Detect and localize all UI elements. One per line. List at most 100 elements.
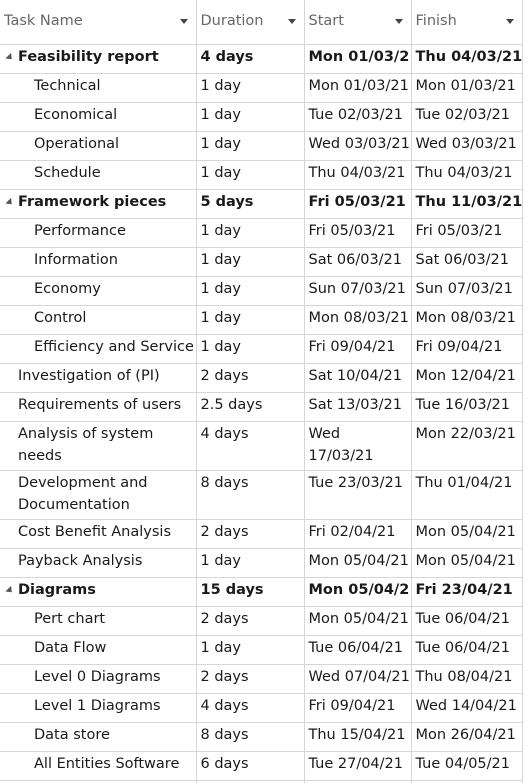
task-duration-cell[interactable]: 8 days <box>196 722 305 752</box>
task-start-cell[interactable]: Mon 05/04/21 <box>304 548 412 578</box>
task-row[interactable]: Control 1 day Mon 08/03/21 Mon 08/03/21 <box>0 305 523 335</box>
task-row[interactable]: Efficiency and Service 1 day Fri 09/04/21 F… <box>0 334 523 364</box>
summary-task-row[interactable]: Feasibility report 4 days Mon 01/03/2 Thu 0… <box>0 44 523 74</box>
task-start-cell[interactable]: Wed 03/03/21 <box>304 131 412 161</box>
task-finish-cell[interactable]: Thu 01/04/21 <box>411 470 523 520</box>
task-start-cell[interactable]: Mon 05/04/21 <box>304 606 412 636</box>
task-finish-cell[interactable]: Mon 05/04/21 <box>411 519 523 549</box>
task-duration-cell[interactable]: 2 days <box>196 363 305 393</box>
task-start-cell[interactable]: Sat 13/03/21 <box>304 392 412 422</box>
task-finish-cell[interactable]: Thu 06/05/21 <box>411 780 523 783</box>
task-duration-cell[interactable]: 2.5 days <box>196 392 305 422</box>
task-name-cell[interactable]: Level 1 Diagrams <box>0 693 197 723</box>
column-header-start[interactable]: Start <box>304 0 412 45</box>
task-duration-cell[interactable]: 2 days <box>196 606 305 636</box>
summary-task-row[interactable]: Diagrams 15 days Mon 05/04/2 Fri 23/04/21 <box>0 577 523 607</box>
task-name-cell[interactable]: Pert chart <box>0 606 197 636</box>
task-duration-cell[interactable]: 4 days <box>196 44 305 74</box>
task-row[interactable]: Information 1 day Sat 06/03/21 Sat 06/03/21 <box>0 247 523 277</box>
task-name-cell[interactable]: Technical <box>0 73 197 103</box>
task-row[interactable]: Schedule 1 day Thu 04/03/21 Thu 04/03/21 <box>0 160 523 190</box>
column-header-finish[interactable]: Finish <box>411 0 523 45</box>
task-start-cell[interactable]: Thu 15/04/21 <box>304 722 412 752</box>
task-finish-cell[interactable]: Tue 16/03/21 <box>411 392 523 422</box>
task-row[interactable]: Pert chart 2 days Mon 05/04/21 Tue 06/04/21 <box>0 606 523 636</box>
task-row[interactable]: Level 0 Diagrams 2 days Wed 07/04/21 Thu 08… <box>0 664 523 694</box>
task-finish-cell[interactable]: Mon 05/04/21 <box>411 548 523 578</box>
task-row[interactable]: Investigation of (PI) 2 days Sat 10/04/21 M… <box>0 363 523 393</box>
task-finish-cell[interactable]: Sun 07/03/21 <box>411 276 523 306</box>
task-duration-cell[interactable]: 1 day <box>196 334 305 364</box>
task-start-cell[interactable]: Fri 09/04/21 <box>304 334 412 364</box>
task-row[interactable]: Analysis of system needs 4 days Wed 17/03/… <box>0 421 523 471</box>
task-duration-cell[interactable]: 15 days <box>196 577 305 607</box>
task-finish-cell[interactable]: Tue 06/04/21 <box>411 606 523 636</box>
task-name-cell[interactable]: Development and Documentation <box>0 470 197 520</box>
task-row[interactable]: Operational 1 day Wed 03/03/21 Wed 03/03/21 <box>0 131 523 161</box>
task-name-cell[interactable]: Investigation of (PI) <box>0 363 197 393</box>
task-row[interactable]: Data store 8 days Thu 15/04/21 Mon 26/04/21 <box>0 722 523 752</box>
task-row[interactable]: Cost Benefit Analysis 2 days Fri 02/04/21 M… <box>0 519 523 549</box>
task-start-cell[interactable]: Fri 05/03/21 <box>304 189 412 219</box>
task-row[interactable]: Performance 1 day Fri 05/03/21 Fri 05/03/21 <box>0 218 523 248</box>
task-name-cell[interactable]: Data Flow <box>0 635 197 665</box>
task-name-cell[interactable]: Cost Benefit Analysis <box>0 519 197 549</box>
task-start-cell[interactable]: Mon 01/03/21 <box>304 73 412 103</box>
task-name-cell[interactable]: Feasibility report <box>0 44 197 74</box>
task-duration-cell[interactable]: 1 day <box>196 247 305 277</box>
task-row[interactable]: Development and Documentation 8 days Tue 2… <box>0 470 523 520</box>
task-name-cell[interactable]: Analysis of system needs <box>0 421 197 471</box>
task-row[interactable]: Technical 1 day Mon 01/03/21 Mon 01/03/21 <box>0 73 523 103</box>
task-name-cell[interactable]: Requirements of users <box>0 392 197 422</box>
task-duration-cell[interactable]: 1 day <box>196 548 305 578</box>
task-duration-cell[interactable]: 2 days <box>196 780 305 783</box>
task-finish-cell[interactable]: Mon 12/04/21 <box>411 363 523 393</box>
task-finish-cell[interactable]: Mon 26/04/21 <box>411 722 523 752</box>
task-row[interactable]: Requirements of users 2.5 days Sat 13/03/2… <box>0 392 523 422</box>
task-start-cell[interactable]: Tue 27/04/21 <box>304 751 412 781</box>
task-start-cell[interactable]: Fri 05/03/21 <box>304 218 412 248</box>
task-finish-cell[interactable]: Wed 03/03/21 <box>411 131 523 161</box>
task-name-cell[interactable]: Level 0 Diagrams <box>0 664 197 694</box>
task-name-cell[interactable]: Screen Shot Making <box>0 780 197 783</box>
task-start-cell[interactable]: Tue 06/04/21 <box>304 635 412 665</box>
task-finish-cell[interactable]: Fri 09/04/21 <box>411 334 523 364</box>
task-finish-cell[interactable]: Thu 11/03/21 <box>411 189 523 219</box>
task-name-cell[interactable]: Diagrams <box>0 577 197 607</box>
task-duration-cell[interactable]: 6 days <box>196 751 305 781</box>
task-start-cell[interactable]: Tue 23/03/21 <box>304 470 412 520</box>
task-duration-cell[interactable]: 1 day <box>196 305 305 335</box>
task-row[interactable]: Economical 1 day Tue 02/03/21 Tue 02/03/21 <box>0 102 523 132</box>
task-finish-cell[interactable]: Tue 04/05/21 <box>411 751 523 781</box>
task-finish-cell[interactable]: Tue 06/04/21 <box>411 635 523 665</box>
task-finish-cell[interactable]: Fri 23/04/21 <box>411 577 523 607</box>
task-duration-cell[interactable]: 1 day <box>196 73 305 103</box>
task-start-cell[interactable]: Fri 02/04/21 <box>304 519 412 549</box>
task-name-cell[interactable]: Schedule <box>0 160 197 190</box>
task-duration-cell[interactable]: 4 days <box>196 693 305 723</box>
task-start-cell[interactable]: Mon 01/03/2 <box>304 44 412 74</box>
task-duration-cell[interactable]: 1 day <box>196 276 305 306</box>
task-name-cell[interactable]: Information <box>0 247 197 277</box>
task-row[interactable]: Data Flow 1 day Tue 06/04/21 Tue 06/04/21 <box>0 635 523 665</box>
task-duration-cell[interactable]: 8 days <box>196 470 305 520</box>
task-start-cell[interactable]: Sat 10/04/21 <box>304 363 412 393</box>
task-duration-cell[interactable]: 1 day <box>196 635 305 665</box>
chevron-down-icon[interactable] <box>179 19 188 24</box>
task-name-cell[interactable]: Data store <box>0 722 197 752</box>
summary-task-row[interactable]: Framework pieces 5 days Fri 05/03/21 Thu 11… <box>0 189 523 219</box>
task-start-cell[interactable]: Thu 04/03/21 <box>304 160 412 190</box>
task-name-cell[interactable]: Control <box>0 305 197 335</box>
task-name-cell[interactable]: Framework pieces <box>0 189 197 219</box>
task-finish-cell[interactable]: Tue 02/03/21 <box>411 102 523 132</box>
task-row[interactable]: Economy 1 day Sun 07/03/21 Sun 07/03/21 <box>0 276 523 306</box>
task-finish-cell[interactable]: Thu 04/03/21 <box>411 160 523 190</box>
task-start-cell[interactable]: Tue 02/03/21 <box>304 102 412 132</box>
task-duration-cell[interactable]: 5 days <box>196 189 305 219</box>
task-row[interactable]: All Entities Software 6 days Tue 27/04/21 T… <box>0 751 523 781</box>
task-start-cell[interactable]: Sun 07/03/21 <box>304 276 412 306</box>
task-finish-cell[interactable]: Mon 22/03/21 <box>411 421 523 471</box>
task-start-cell[interactable]: Mon 05/04/2 <box>304 577 412 607</box>
task-duration-cell[interactable]: 1 day <box>196 160 305 190</box>
